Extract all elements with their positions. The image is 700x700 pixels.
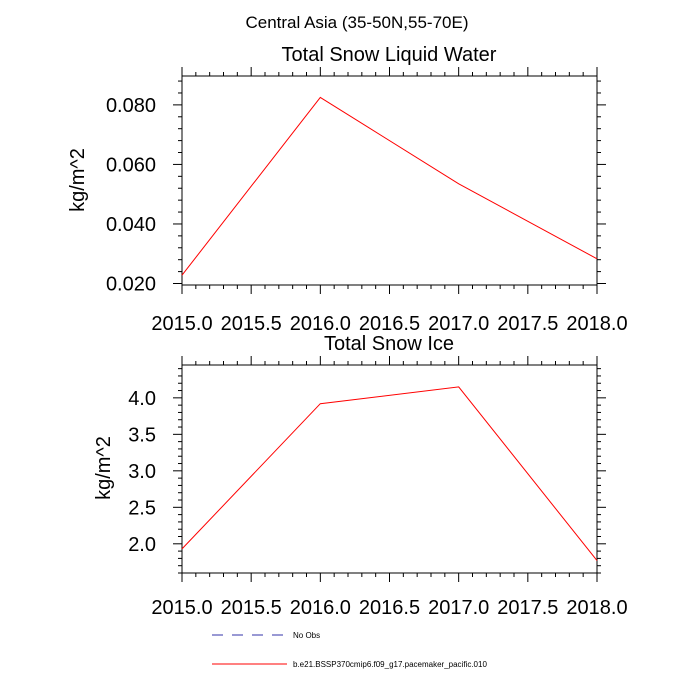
- series-line: [181, 96, 598, 276]
- x-tick-label: 2017.5: [497, 597, 558, 619]
- panel-title: Total Snow Liquid Water: [282, 44, 497, 66]
- x-tick-label: 2015.5: [221, 597, 282, 619]
- figure-suptitle: Central Asia (35-50N,55-70E): [245, 13, 468, 32]
- y-tick-label: 4.0: [128, 388, 156, 410]
- y-tick-label: 0.080: [106, 95, 156, 117]
- panel-snow-liquid-water: Total Snow Liquid Water kg/m^2 2015.0 201…: [67, 44, 628, 335]
- panel-title: Total Snow Ice: [324, 333, 454, 355]
- x-tick-label: 2015.0: [151, 597, 212, 619]
- legend: No Obs b.e21.BSSP370cmip6.f09_g17.pacema…: [212, 631, 487, 669]
- x-tick-label: 2016.0: [290, 597, 351, 619]
- y-tick-label: 2.0: [128, 534, 156, 556]
- plot-frame: [181, 75, 598, 286]
- x-tick-label: 2016.5: [359, 313, 420, 335]
- legend-label-no-obs: No Obs: [293, 631, 320, 640]
- x-tick-label: 2017.0: [428, 597, 489, 619]
- y-tick-label: 3.5: [128, 424, 156, 446]
- y-tick-label: 3.0: [128, 461, 156, 483]
- y-tick-label: 0.060: [106, 154, 156, 176]
- plot-frame: [181, 364, 598, 574]
- y-tick-label: 2.5: [128, 497, 156, 519]
- x-tick-label: 2017.0: [428, 313, 489, 335]
- y-tick-label: 0.020: [106, 274, 156, 296]
- x-tick-label: 2018.0: [566, 597, 627, 619]
- y-tick-label: 0.040: [106, 214, 156, 236]
- panel-snow-ice: Total Snow Ice kg/m^2 2015.0 2015.5 2016.0…: [93, 333, 628, 619]
- x-tick-label: 2016.5: [359, 597, 420, 619]
- x-tick-label: 2017.5: [497, 313, 558, 335]
- x-tick-label: 2015.0: [151, 313, 212, 335]
- x-tick-label: 2018.0: [566, 313, 627, 335]
- legend-label-model-run: b.e21.BSSP370cmip6.f09_g17.pacemaker_pac…: [293, 660, 487, 669]
- y-axis-label: kg/m^2: [93, 436, 115, 500]
- series-line: [181, 386, 598, 561]
- x-tick-label: 2016.0: [290, 313, 351, 335]
- x-tick-label: 2015.5: [221, 313, 282, 335]
- y-axis-label: kg/m^2: [67, 148, 89, 212]
